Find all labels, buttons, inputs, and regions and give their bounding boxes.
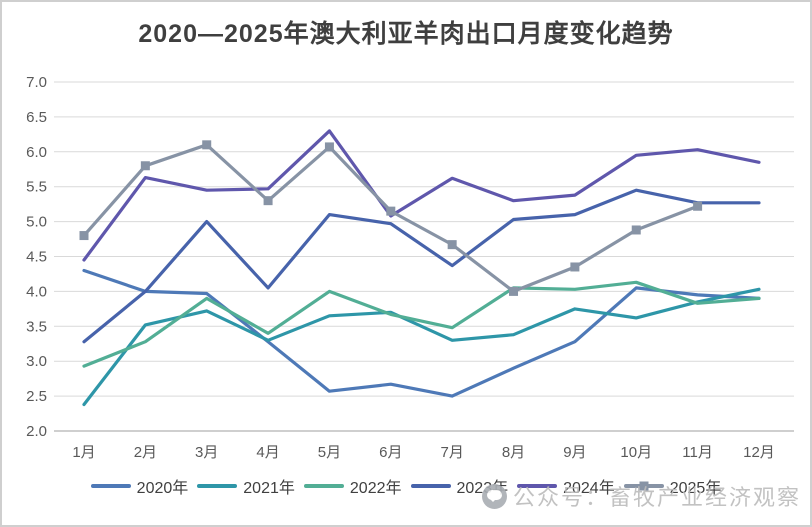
- series-line-2025年: [82, 143, 700, 293]
- watermark: 公众号：畜牧产业经济观察: [482, 480, 801, 512]
- legend-marker-square: [639, 481, 649, 491]
- series-marker-2025年: [570, 262, 580, 272]
- legend-label: 2024年: [563, 480, 615, 497]
- legend-item-2024年: 2024年: [517, 474, 615, 498]
- watermark-text: 公众号：畜牧产业经济观察: [513, 485, 802, 510]
- x-tick-label: 6月: [379, 444, 402, 461]
- y-tick-label: 2.0: [26, 423, 47, 440]
- series-marker-2025年: [202, 140, 212, 150]
- x-tick-label: 1月: [72, 444, 95, 461]
- y-tick-label: 6.0: [26, 144, 47, 161]
- series-marker-2025年: [631, 225, 641, 235]
- series-marker-2025年: [140, 161, 150, 171]
- legend-swatch: [623, 481, 664, 491]
- y-tick-label: 7.0: [26, 74, 47, 91]
- x-tick-label: 12月: [743, 444, 775, 461]
- x-tick-label: 5月: [318, 444, 341, 461]
- x-tick-label: 2月: [134, 444, 157, 461]
- y-tick-label: 5.0: [26, 214, 47, 231]
- series-line-2024年: [82, 129, 761, 262]
- series-marker-2025年: [386, 206, 396, 216]
- y-tick-label: 4.0: [26, 283, 47, 300]
- x-tick-label: 8月: [502, 444, 525, 461]
- series-marker-2025年: [263, 196, 273, 206]
- legend-label: 2021年: [243, 480, 295, 497]
- legend-item-2021年: 2021年: [197, 474, 295, 498]
- series-marker-2025年: [447, 240, 457, 250]
- chart-title: 2020—2025年澳大利亚羊肉出口月度变化趋势: [138, 20, 674, 48]
- y-tick-label: 3.0: [26, 353, 47, 370]
- legend-swatch: [197, 484, 238, 488]
- y-tick-label: 2.5: [26, 388, 47, 405]
- series-marker-2025年: [324, 142, 334, 152]
- series-line-2022年: [82, 280, 761, 368]
- legend-swatch: [410, 484, 451, 488]
- y-tick-label: 3.5: [26, 318, 47, 335]
- y-tick-label: 6.5: [26, 109, 47, 126]
- wechat-icon: [482, 483, 507, 509]
- y-tick-label: 5.5: [26, 179, 47, 196]
- series-marker-2025年: [693, 201, 703, 211]
- legend-label: 2020年: [136, 480, 189, 497]
- x-tick-label: 3月: [195, 444, 218, 461]
- y-tick-label: 4.5: [26, 249, 47, 266]
- legend-swatch: [90, 484, 131, 488]
- legend-item-2020年: 2020年: [90, 474, 189, 498]
- legend-label: 2022年: [349, 480, 402, 497]
- x-tick-label: 7月: [440, 444, 463, 461]
- x-tick-label: 4月: [256, 444, 279, 461]
- legend-item-2025年: 2025年: [623, 474, 722, 498]
- series-line-2020年: [82, 268, 761, 398]
- legend-swatch: [303, 484, 344, 488]
- line-chart: 7.0 6.5 6.0 5.5 5.0 4.5 4.0 3.5 3.0 2.5 2.0 1月 2月 3月 4…: [26, 74, 794, 461]
- legend-item-2022年: 2022年: [303, 474, 402, 498]
- x-tick-label: 10月: [620, 444, 652, 461]
- series-marker-2025年: [79, 231, 89, 241]
- legend-swatch: [517, 484, 558, 488]
- series-line-2021年: [82, 287, 761, 407]
- x-tick-label: 11月: [682, 444, 713, 461]
- series-line-2023年: [82, 188, 761, 344]
- series-marker-2025年: [509, 286, 519, 296]
- x-tick-label: 9月: [563, 444, 586, 461]
- legend-label: 2025年: [669, 480, 722, 497]
